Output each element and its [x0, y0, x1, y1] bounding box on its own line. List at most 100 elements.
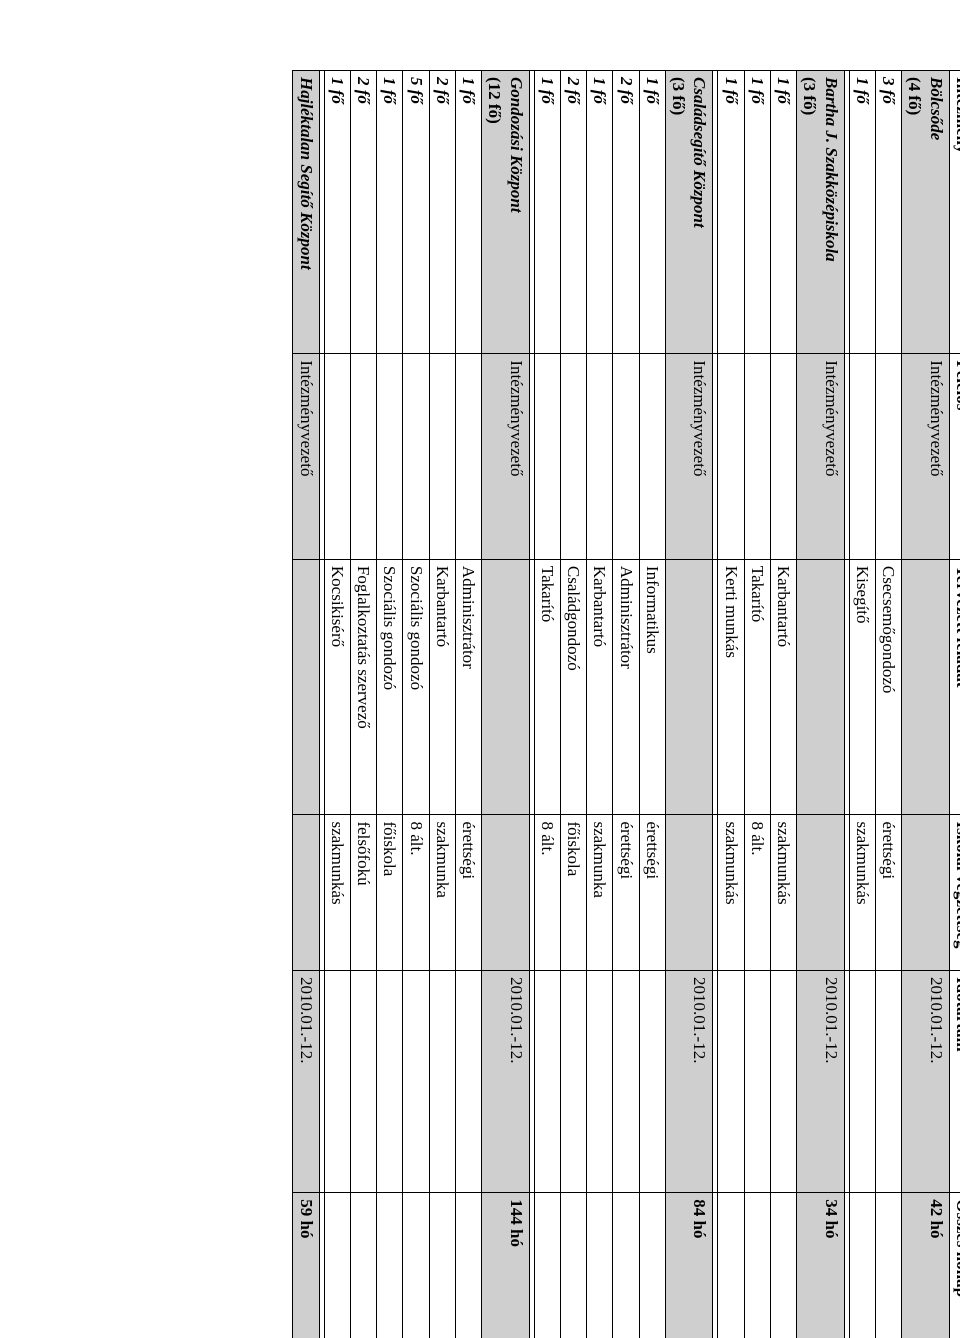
count-cell: 2 fő [613, 71, 639, 354]
education-cell [319, 815, 324, 971]
task-cell [319, 559, 324, 815]
table-row [529, 71, 534, 1338]
months-cell [456, 1193, 482, 1338]
months-cell [718, 1193, 744, 1338]
months-cell [876, 1193, 902, 1338]
education-cell: szakmunka [587, 815, 613, 971]
education-cell: érettségi [456, 815, 482, 971]
task-cell: Karbantartó [771, 559, 797, 815]
count-cell [844, 71, 849, 354]
count-cell: 1 fő [744, 71, 770, 354]
duration-cell [351, 971, 377, 1193]
task-cell: Informatikus [639, 559, 665, 815]
rotated-content: 8. számú melléklet Önkormányzati intézmé… [293, 70, 960, 1338]
duration-cell [744, 971, 770, 1193]
responsible-cell [529, 354, 534, 560]
months-cell [561, 1193, 587, 1338]
months-cell [403, 1193, 429, 1338]
col-institution: Intézmény [949, 71, 960, 354]
tasks-table: Intézmény Felelős Tervezett feladat Isko… [293, 70, 960, 1338]
section-head-cell: Intézményvezető [797, 354, 845, 560]
months-cell [587, 1193, 613, 1338]
responsible-cell [429, 354, 455, 560]
months-cell [844, 1193, 849, 1338]
education-cell: érettségi [639, 815, 665, 971]
section-head-cell: Intézményvezető [293, 354, 319, 560]
section-head-cell: Intézményvezető [482, 354, 530, 560]
education-cell: 8 ált. [403, 815, 429, 971]
table-row: 1 főKocsikisérőszakmunkás [324, 71, 350, 1338]
task-cell: Családgondozó [561, 559, 587, 815]
months-cell [613, 1193, 639, 1338]
education-cell: érettségi [876, 815, 902, 971]
count-cell: 5 fő [403, 71, 429, 354]
table-row: 1 főTakarító8 ált. [744, 71, 770, 1338]
responsible-cell [534, 354, 560, 560]
responsible-cell [713, 354, 718, 560]
responsible-cell [587, 354, 613, 560]
count-cell: 2 fő [351, 71, 377, 354]
count-cell: 1 fő [849, 71, 875, 354]
task-cell: Karbantartó [429, 559, 455, 815]
table-row: 1 főKarbantartószakmunka [587, 71, 613, 1338]
task-cell: Kerti munkás [718, 559, 744, 815]
responsible-cell [561, 354, 587, 560]
section-head-row: Hajléktalan Segítő KözpontIntézményvezet… [293, 71, 319, 1338]
duration-cell [561, 971, 587, 1193]
section-head-cell: 42 hó [902, 1193, 950, 1338]
responsible-cell [377, 354, 403, 560]
table-row: 2 főKarbantartószakmunka [429, 71, 455, 1338]
months-cell [377, 1193, 403, 1338]
section-head-cell: 2010.01.-12. [902, 971, 950, 1193]
responsible-cell [849, 354, 875, 560]
responsible-cell [639, 354, 665, 560]
col-education: Iskolai végzettség [949, 815, 960, 971]
responsible-cell [744, 354, 770, 560]
education-cell [529, 815, 534, 971]
education-cell: főiskola [561, 815, 587, 971]
institution-cell: Bartha J. Szakközépiskola(3 fő) [797, 71, 845, 354]
task-cell [713, 559, 718, 815]
task-cell: Szociális gondozó [403, 559, 429, 815]
months-cell [639, 1193, 665, 1338]
duration-cell [771, 971, 797, 1193]
page-canvas: 8. számú melléklet Önkormányzati intézmé… [0, 0, 960, 1338]
section-head-cell: 59 hó [293, 1193, 319, 1338]
education-cell [713, 815, 718, 971]
table-row [319, 71, 324, 1338]
count-cell [529, 71, 534, 354]
table-row: 1 főInformatikusérettségi [639, 71, 665, 1338]
table-row: 1 főKarbantartószakmunkás [771, 71, 797, 1338]
education-cell: főiskola [377, 815, 403, 971]
duration-cell [529, 971, 534, 1193]
task-cell: Csecsemőgondozó [876, 559, 902, 815]
duration-cell [319, 971, 324, 1193]
education-cell: szakmunkás [771, 815, 797, 971]
education-cell: szakmunkás [849, 815, 875, 971]
months-cell [771, 1193, 797, 1338]
count-cell [713, 71, 718, 354]
section-head-cell: 2010.01.-12. [293, 971, 319, 1193]
table-row: 1 főKerti munkásszakmunkás [718, 71, 744, 1338]
section-head-cell: Intézményvezető [666, 354, 714, 560]
section-head-cell [293, 815, 319, 971]
section-head-cell [902, 815, 950, 971]
months-cell [351, 1193, 377, 1338]
table-row: 5 fő Szociális gondozó8 ált. [403, 71, 429, 1338]
task-cell: Karbantartó [587, 559, 613, 815]
responsible-cell [613, 354, 639, 560]
table-row [713, 71, 718, 1338]
count-cell: 1 fő [324, 71, 350, 354]
section-head-row: Bölcsőde(4 fő)Intézményvezető2010.01.-12… [902, 71, 950, 1338]
education-cell: érettségi [613, 815, 639, 971]
count-cell: 2 fő [561, 71, 587, 354]
section-head-cell: 84 hó [666, 1193, 714, 1338]
months-cell [324, 1193, 350, 1338]
responsible-cell [771, 354, 797, 560]
duration-cell [718, 971, 744, 1193]
table-header-row: Intézmény Felelős Tervezett feladat Isko… [949, 71, 960, 1338]
count-cell: 1 fő [534, 71, 560, 354]
table-row [844, 71, 849, 1338]
task-cell: Adminisztrátor [613, 559, 639, 815]
institution-cell: Gondozási Központ(12 fő) [482, 71, 530, 354]
